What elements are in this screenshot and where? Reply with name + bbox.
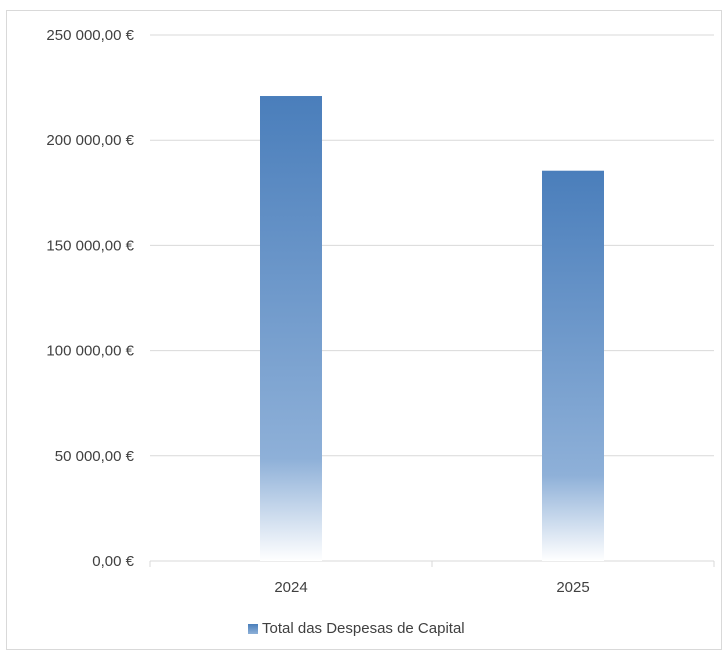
y-tick-label: 200 000,00 € bbox=[46, 132, 134, 149]
y-tick-label: 100 000,00 € bbox=[46, 343, 134, 360]
bars bbox=[260, 96, 604, 562]
x-axis-tick-labels: 2024 2025 bbox=[274, 579, 589, 596]
y-tick-label: 150 000,00 € bbox=[46, 237, 134, 254]
x-tick-label: 2024 bbox=[274, 579, 307, 596]
bar-2024 bbox=[260, 96, 322, 562]
y-tick-label: 0,00 € bbox=[92, 553, 134, 570]
legend-label: Total das Despesas de Capital bbox=[262, 620, 465, 637]
y-axis-tick-labels: 0,00 € 50 000,00 € 100 000,00 € 150 000,00 … bbox=[46, 27, 134, 570]
gridlines bbox=[149, 34, 715, 567]
x-tick-label: 2025 bbox=[556, 579, 589, 596]
y-tick-label: 50 000,00 € bbox=[55, 448, 135, 465]
legend-swatch bbox=[248, 623, 258, 634]
legend: Total das Despesas de Capital bbox=[248, 620, 465, 637]
bar-2025 bbox=[542, 170, 604, 561]
y-tick-label: 250 000,00 € bbox=[46, 27, 134, 44]
